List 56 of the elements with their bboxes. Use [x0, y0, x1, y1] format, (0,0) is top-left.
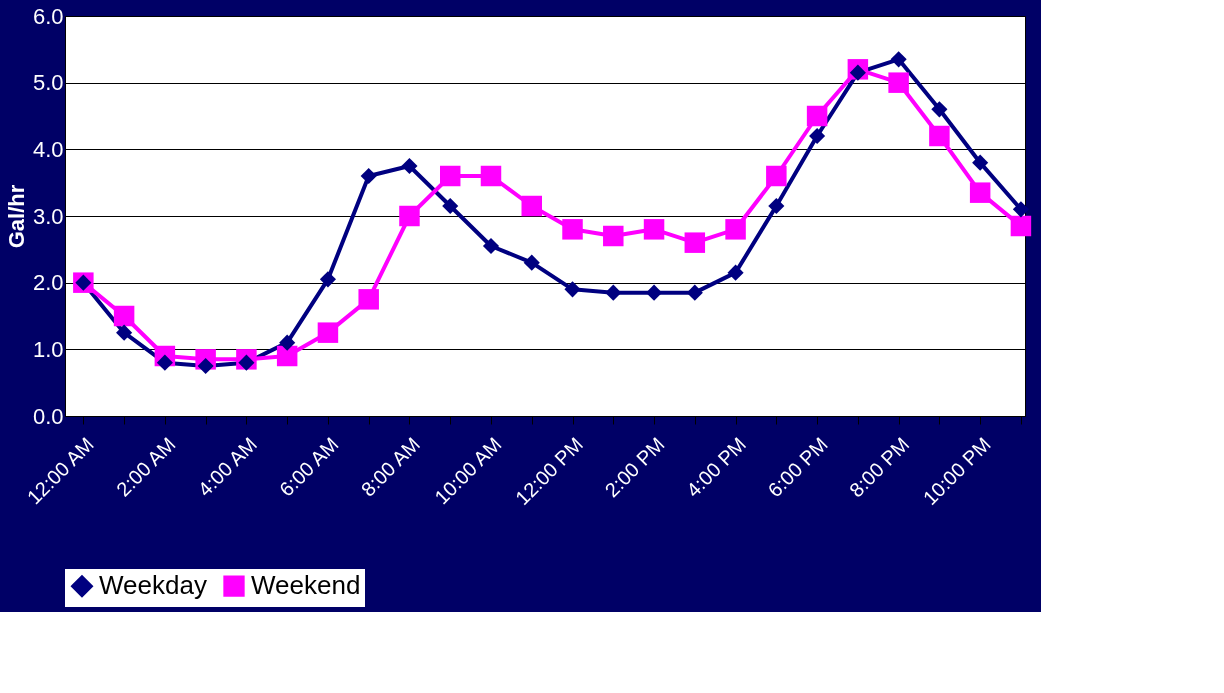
- point: [969, 182, 991, 203]
- point: [482, 237, 500, 255]
- x-tick-label: 4:00 PM: [681, 433, 751, 502]
- y-tick-label: 5.0: [32, 70, 64, 96]
- point: [603, 225, 624, 247]
- y-tick-label: 2.0: [32, 270, 64, 296]
- point: [116, 324, 133, 341]
- point: [523, 254, 540, 271]
- point: [197, 357, 214, 375]
- point: [605, 284, 622, 301]
- point: [768, 197, 785, 215]
- point: [684, 232, 706, 253]
- point: [1012, 201, 1029, 218]
- point: [809, 127, 826, 145]
- x-tick-label: 4:00 AM: [193, 433, 262, 501]
- point: [929, 125, 950, 147]
- point: [360, 167, 377, 185]
- point: [1010, 215, 1032, 237]
- x-tick-label: 8:00 PM: [845, 433, 914, 502]
- point: [931, 101, 948, 118]
- point: [439, 165, 461, 187]
- point: [972, 154, 989, 171]
- point: [358, 289, 379, 310]
- point: [686, 284, 703, 301]
- point: [276, 345, 298, 367]
- point: [442, 197, 459, 215]
- legend-label: Weekday: [99, 570, 207, 601]
- y-tick-label: 1.0: [32, 336, 64, 362]
- point: [480, 165, 502, 187]
- point: [806, 105, 828, 127]
- point: [113, 305, 135, 327]
- point: [562, 219, 583, 240]
- point: [319, 271, 336, 288]
- point: [279, 334, 296, 351]
- y-axis-title: Gal/hr: [3, 184, 29, 249]
- point: [725, 219, 746, 240]
- point: [766, 165, 787, 187]
- point: [399, 205, 420, 227]
- x-tick-label: 6:00 PM: [763, 433, 832, 502]
- x-tick-label: 8:00 AM: [356, 433, 425, 501]
- point: [317, 322, 339, 343]
- point: [564, 281, 581, 298]
- x-tick-label: 6:00 AM: [275, 433, 343, 501]
- point: [643, 219, 665, 240]
- point: [401, 157, 418, 175]
- y-tick-label: 0.0: [32, 403, 64, 429]
- point: [521, 195, 542, 217]
- point: [890, 51, 907, 68]
- point: [645, 284, 663, 301]
- point: [238, 354, 255, 371]
- legend-label: Weekend: [251, 570, 361, 601]
- point: [888, 72, 909, 93]
- y-tick-label: 6.0: [32, 3, 64, 29]
- point: [727, 264, 744, 281]
- y-tick-label: 3.0: [32, 203, 64, 229]
- y-tick-label: 4.0: [32, 136, 64, 162]
